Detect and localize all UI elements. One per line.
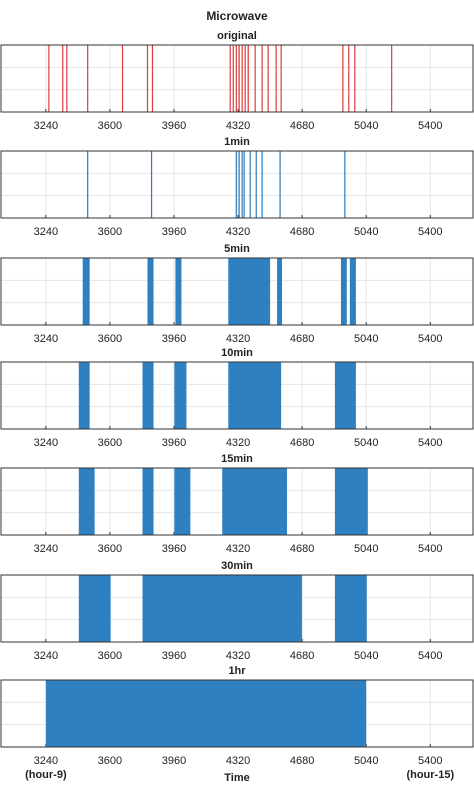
x-tick-label: 3240	[34, 226, 58, 238]
x-tick-label: 3960	[162, 755, 186, 767]
x-tick-label: 3600	[98, 226, 122, 238]
x-tick-label: 5400	[418, 226, 442, 238]
subplot-title: 1hr	[228, 665, 246, 677]
x-tick-label: 4320	[226, 333, 250, 345]
x-tick-label: 4680	[290, 226, 314, 238]
plot-area	[1, 151, 473, 218]
x-tick-label: 3240	[34, 333, 58, 345]
x-tick-label: 4320	[226, 755, 250, 767]
on-interval	[78, 468, 95, 535]
on-interval	[228, 258, 271, 325]
subplot-title: 30min	[221, 560, 253, 572]
x-tick-label: 3960	[162, 543, 186, 555]
x-axis-label: Time	[224, 772, 249, 784]
on-interval	[78, 575, 111, 642]
x-tick-label: 5040	[354, 755, 378, 767]
x-tick-label: 5400	[418, 437, 442, 449]
annotation: (hour-9)	[25, 769, 67, 781]
x-tick-label: 4680	[290, 120, 314, 132]
x-tick-label: 3600	[98, 755, 122, 767]
x-tick-label: 4320	[226, 226, 250, 238]
x-tick-label: 3960	[162, 226, 186, 238]
on-interval	[78, 362, 90, 429]
on-interval	[222, 468, 288, 535]
axes-box	[0, 150, 474, 219]
axes-box	[0, 574, 474, 643]
subplot-title: 15min	[221, 453, 253, 465]
x-tick-label: 4680	[290, 437, 314, 449]
x-tick-label: 5400	[418, 543, 442, 555]
axes-box	[0, 679, 474, 748]
x-tick-label: 3240	[34, 650, 58, 662]
on-interval	[175, 258, 182, 325]
x-tick-label: 3960	[162, 437, 186, 449]
x-tick-label: 3960	[162, 333, 186, 345]
x-tick-label: 4680	[290, 650, 314, 662]
on-interval	[142, 575, 302, 642]
x-tick-label: 3600	[98, 650, 122, 662]
x-tick-label: 4680	[290, 333, 314, 345]
x-tick-label: 5400	[418, 120, 442, 132]
x-tick-label: 3240	[34, 755, 58, 767]
x-tick-label: 3600	[98, 543, 122, 555]
x-tick-label: 3240	[34, 120, 58, 132]
x-tick-label: 4680	[290, 543, 314, 555]
x-tick-label: 5040	[354, 333, 378, 345]
x-tick-label: 3240	[34, 437, 58, 449]
x-tick-label: 3600	[98, 120, 122, 132]
x-tick-label: 4680	[290, 755, 314, 767]
on-interval	[174, 468, 191, 535]
x-tick-label: 3600	[98, 437, 122, 449]
x-tick-label: 3960	[162, 120, 186, 132]
plot-area	[1, 45, 473, 112]
x-tick-label: 4320	[226, 650, 250, 662]
on-interval	[147, 258, 154, 325]
axes-box	[0, 257, 474, 326]
on-interval	[334, 362, 356, 429]
on-interval	[334, 575, 367, 642]
x-tick-label: 3600	[98, 333, 122, 345]
x-tick-label: 5400	[418, 333, 442, 345]
on-interval	[142, 468, 154, 535]
figure-title: Microwave	[206, 9, 268, 23]
on-interval	[277, 258, 283, 325]
annotation: (hour-15)	[406, 769, 454, 781]
x-tick-label: 4320	[226, 543, 250, 555]
subplot-title: 1min	[224, 136, 250, 148]
on-interval	[228, 362, 282, 429]
subplot-title: original	[217, 30, 257, 42]
on-interval	[340, 258, 347, 325]
on-interval	[174, 362, 187, 429]
x-tick-label: 5040	[354, 543, 378, 555]
axes-box	[0, 44, 474, 113]
subplot-title: 10min	[221, 347, 253, 359]
x-tick-label: 4320	[226, 120, 250, 132]
on-interval	[142, 362, 154, 429]
axes-box	[0, 361, 474, 430]
on-interval	[82, 258, 90, 325]
x-tick-label: 3960	[162, 650, 186, 662]
on-interval	[349, 258, 356, 325]
x-tick-label: 3240	[34, 543, 58, 555]
x-tick-label: 5040	[354, 650, 378, 662]
axes-box	[0, 467, 474, 536]
x-tick-label: 5040	[354, 226, 378, 238]
on-interval	[45, 680, 367, 747]
x-tick-label: 5040	[354, 437, 378, 449]
x-tick-label: 4320	[226, 437, 250, 449]
subplot-title: 5min	[224, 243, 250, 255]
x-tick-label: 5400	[418, 755, 442, 767]
x-tick-label: 5400	[418, 650, 442, 662]
on-interval	[334, 468, 368, 535]
x-tick-label: 5040	[354, 120, 378, 132]
